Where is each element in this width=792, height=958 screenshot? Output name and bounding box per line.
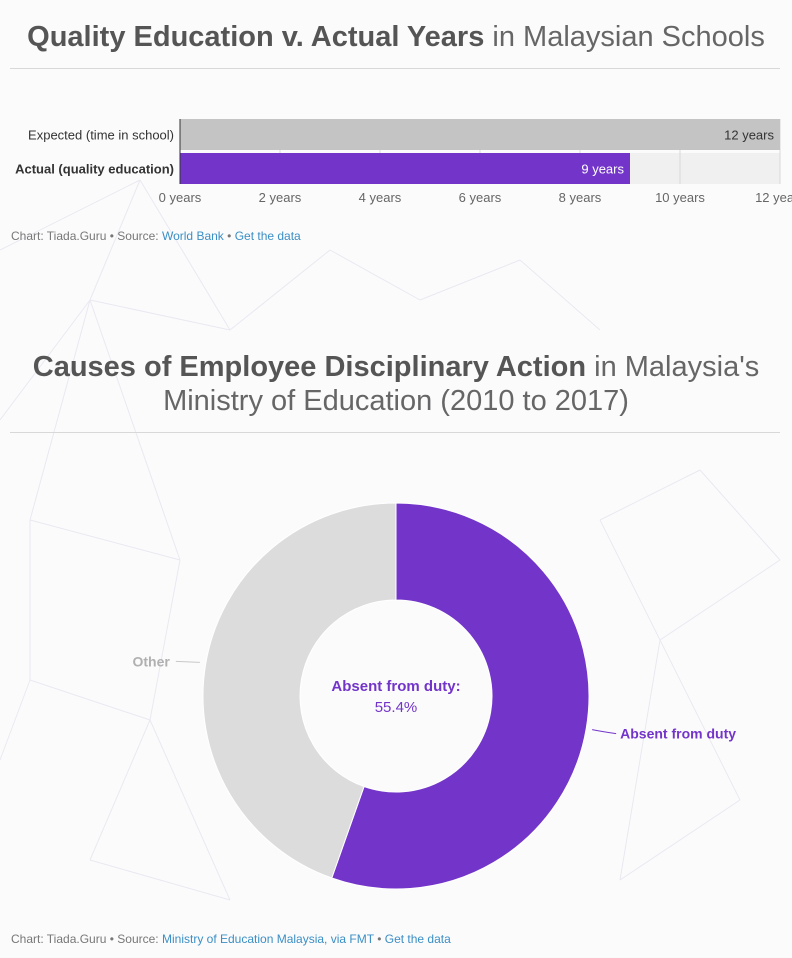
leader-line-0 (592, 729, 617, 735)
donut-chart: Absent from duty Other Absent from duty: 55… (133, 502, 736, 890)
bar-chart-footer: Chart: Tiada.Guru • Source: World Bank •… (11, 229, 301, 243)
donut-chart-separator: • (109, 932, 114, 946)
donut-center-label: Absent from duty: (331, 678, 460, 695)
donut-chart-separator-2: • (377, 932, 382, 946)
tick-label-0: 0 years (159, 190, 202, 205)
tick-label-1: 2 years (259, 190, 302, 205)
donut-chart-title-rest-1: in Malaysia's (594, 351, 760, 383)
donut-chart-title-rest-2: Ministry of Education (2010 to 2017) (163, 385, 629, 417)
donut-chart-footer: Chart: Tiada.Guru • Source: Ministry of … (11, 932, 451, 946)
bar-chart: Expected (time in school) 12 years Actual … (15, 119, 792, 205)
bar-chart-source-link[interactable]: World Bank (161, 229, 224, 243)
donut-chart-divider (10, 432, 780, 433)
donut-center-value: 55.4% (375, 699, 418, 716)
donut-slice-1 (202, 502, 397, 879)
donut-chart-title: Causes of Employee Disciplinary Action i… (10, 350, 782, 418)
leader-line-1 (175, 660, 200, 663)
donut-chart-source-link[interactable]: Ministry of Education Malaysia, via FMT (161, 932, 374, 946)
tick-label-5: 10 years (655, 190, 705, 205)
category-label-1: Actual (quality education) (15, 162, 174, 177)
bar-1 (180, 153, 630, 184)
bar-0 (180, 119, 780, 150)
bar-chart-separator-2: • (227, 229, 232, 243)
bar-chart-separator: • (109, 229, 114, 243)
donut-chart-get-data-link[interactable]: Get the data (384, 932, 451, 946)
donut-chart-title-bold: Causes of Employee Disciplinary Action (32, 351, 587, 383)
tick-label-6: 12 years (755, 190, 792, 205)
bar-chart-source-prefix: Source: (117, 229, 159, 243)
bar-chart-get-data-link[interactable]: Get the data (234, 229, 301, 243)
donut-chart-credit: Chart: Tiada.Guru (11, 932, 107, 946)
donut-chart-source-prefix: Source: (117, 932, 159, 946)
tick-label-2: 4 years (359, 190, 402, 205)
bar-chart-divider (10, 68, 780, 69)
value-label-1: 9 years (581, 162, 624, 177)
slice-label-0: Absent from duty (620, 726, 736, 742)
bar-chart-title-bold: Quality Education v. Actual Years (27, 21, 485, 53)
bar-chart-credit: Chart: Tiada.Guru (11, 229, 107, 243)
tick-label-4: 8 years (559, 190, 602, 205)
bar-chart-title: Quality Education v. Actual Years in Mal… (10, 20, 782, 54)
bar-chart-title-rest: in Malaysian Schools (492, 21, 765, 53)
value-label-0: 12 years (724, 128, 774, 143)
tick-label-3: 6 years (459, 190, 502, 205)
slice-label-1: Other (133, 653, 171, 669)
category-label-0: Expected (time in school) (28, 128, 174, 143)
